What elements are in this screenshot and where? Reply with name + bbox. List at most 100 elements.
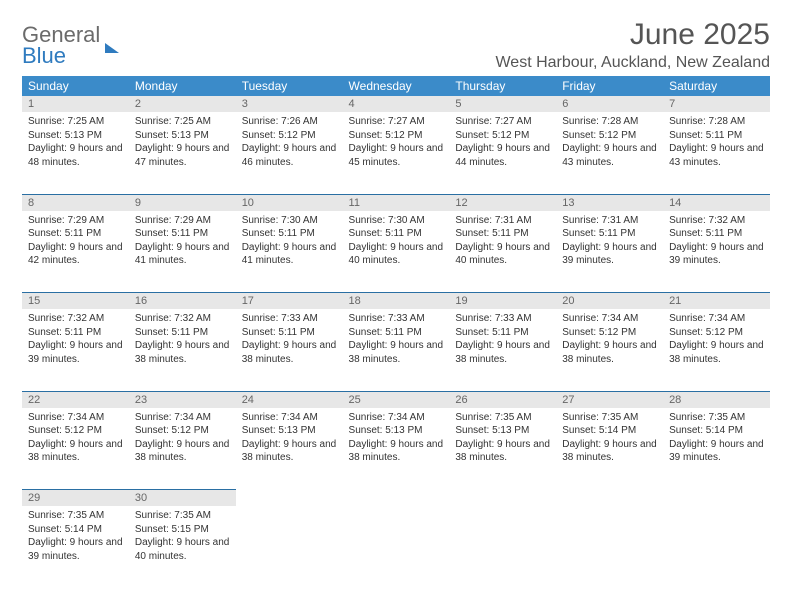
- sunrise-line: Sunrise: 7:32 AM: [669, 214, 764, 228]
- sunset-line: Sunset: 5:11 PM: [455, 326, 550, 340]
- day-header-row: Sunday Monday Tuesday Wednesday Thursday…: [22, 76, 770, 96]
- day-number-cell: 3: [236, 96, 343, 112]
- day-number-cell: 5: [449, 96, 556, 112]
- sunrise-line: Sunrise: 7:31 AM: [455, 214, 550, 228]
- day-body-cell: Sunrise: 7:33 AMSunset: 5:11 PMDaylight:…: [236, 309, 343, 391]
- sunrise-line: Sunrise: 7:31 AM: [562, 214, 657, 228]
- sunrise-line: Sunrise: 7:28 AM: [562, 115, 657, 129]
- page-header: General Blue June 2025 West Harbour, Auc…: [22, 18, 770, 72]
- day-number-row: 1234567: [22, 96, 770, 112]
- day-number-cell: 6: [556, 96, 663, 112]
- sunset-line: Sunset: 5:13 PM: [242, 424, 337, 438]
- day-number-cell: 16: [129, 293, 236, 310]
- daylight-line: Daylight: 9 hours and 41 minutes.: [242, 241, 337, 268]
- day-body-cell: Sunrise: 7:32 AMSunset: 5:11 PMDaylight:…: [663, 211, 770, 293]
- day-number-cell: 20: [556, 293, 663, 310]
- day-header: Tuesday: [236, 76, 343, 96]
- sunrise-line: Sunrise: 7:34 AM: [242, 411, 337, 425]
- daylight-line: Daylight: 9 hours and 38 minutes.: [349, 438, 444, 465]
- sunset-line: Sunset: 5:13 PM: [135, 129, 230, 143]
- brand-mark-icon: [105, 43, 119, 53]
- daylight-line: Daylight: 9 hours and 38 minutes.: [562, 339, 657, 366]
- day-body-cell: Sunrise: 7:25 AMSunset: 5:13 PMDaylight:…: [22, 112, 129, 194]
- day-body-cell: Sunrise: 7:35 AMSunset: 5:13 PMDaylight:…: [449, 408, 556, 490]
- day-body-cell: Sunrise: 7:35 AMSunset: 5:15 PMDaylight:…: [129, 506, 236, 588]
- day-body-cell: [556, 506, 663, 588]
- daylight-line: Daylight: 9 hours and 38 minutes.: [455, 438, 550, 465]
- daylight-line: Daylight: 9 hours and 38 minutes.: [455, 339, 550, 366]
- month-title: June 2025: [495, 18, 770, 52]
- day-body-cell: Sunrise: 7:25 AMSunset: 5:13 PMDaylight:…: [129, 112, 236, 194]
- sunset-line: Sunset: 5:11 PM: [242, 227, 337, 241]
- day-body-row: Sunrise: 7:35 AMSunset: 5:14 PMDaylight:…: [22, 506, 770, 588]
- sunset-line: Sunset: 5:12 PM: [242, 129, 337, 143]
- day-number-cell: 21: [663, 293, 770, 310]
- day-number-row: 891011121314: [22, 194, 770, 211]
- sunset-line: Sunset: 5:13 PM: [28, 129, 123, 143]
- day-body-cell: Sunrise: 7:31 AMSunset: 5:11 PMDaylight:…: [556, 211, 663, 293]
- sunset-line: Sunset: 5:11 PM: [669, 227, 764, 241]
- sunset-line: Sunset: 5:14 PM: [562, 424, 657, 438]
- daylight-line: Daylight: 9 hours and 47 minutes.: [135, 142, 230, 169]
- day-body-cell: Sunrise: 7:27 AMSunset: 5:12 PMDaylight:…: [343, 112, 450, 194]
- daylight-line: Daylight: 9 hours and 46 minutes.: [242, 142, 337, 169]
- daylight-line: Daylight: 9 hours and 39 minutes.: [28, 339, 123, 366]
- daylight-line: Daylight: 9 hours and 44 minutes.: [455, 142, 550, 169]
- day-number-cell: 29: [22, 490, 129, 507]
- sunset-line: Sunset: 5:11 PM: [562, 227, 657, 241]
- daylight-line: Daylight: 9 hours and 38 minutes.: [135, 438, 230, 465]
- day-body-cell: Sunrise: 7:28 AMSunset: 5:12 PMDaylight:…: [556, 112, 663, 194]
- day-body-cell: Sunrise: 7:29 AMSunset: 5:11 PMDaylight:…: [22, 211, 129, 293]
- day-header: Sunday: [22, 76, 129, 96]
- sunrise-line: Sunrise: 7:34 AM: [562, 312, 657, 326]
- sunset-line: Sunset: 5:15 PM: [135, 523, 230, 537]
- day-number-cell: 8: [22, 194, 129, 211]
- sunrise-line: Sunrise: 7:29 AM: [135, 214, 230, 228]
- day-body-cell: [663, 506, 770, 588]
- day-number-cell: 15: [22, 293, 129, 310]
- day-number-cell: 14: [663, 194, 770, 211]
- day-header: Wednesday: [343, 76, 450, 96]
- day-number-cell: 24: [236, 391, 343, 408]
- sunset-line: Sunset: 5:11 PM: [28, 227, 123, 241]
- sunrise-line: Sunrise: 7:30 AM: [242, 214, 337, 228]
- sunset-line: Sunset: 5:11 PM: [349, 326, 444, 340]
- daylight-line: Daylight: 9 hours and 38 minutes.: [135, 339, 230, 366]
- day-body-cell: Sunrise: 7:32 AMSunset: 5:11 PMDaylight:…: [129, 309, 236, 391]
- day-header: Friday: [556, 76, 663, 96]
- sunrise-line: Sunrise: 7:35 AM: [562, 411, 657, 425]
- sunrise-line: Sunrise: 7:32 AM: [28, 312, 123, 326]
- sunset-line: Sunset: 5:12 PM: [562, 129, 657, 143]
- sunset-line: Sunset: 5:12 PM: [455, 129, 550, 143]
- day-number-cell: 4: [343, 96, 450, 112]
- day-number-row: 22232425262728: [22, 391, 770, 408]
- day-number-cell: 23: [129, 391, 236, 408]
- daylight-line: Daylight: 9 hours and 43 minutes.: [562, 142, 657, 169]
- daylight-line: Daylight: 9 hours and 38 minutes.: [242, 438, 337, 465]
- day-number-cell: 9: [129, 194, 236, 211]
- sunrise-line: Sunrise: 7:27 AM: [455, 115, 550, 129]
- sunset-line: Sunset: 5:13 PM: [455, 424, 550, 438]
- day-body-cell: Sunrise: 7:34 AMSunset: 5:12 PMDaylight:…: [22, 408, 129, 490]
- sunrise-line: Sunrise: 7:29 AM: [28, 214, 123, 228]
- sunrise-line: Sunrise: 7:35 AM: [669, 411, 764, 425]
- day-body-cell: Sunrise: 7:31 AMSunset: 5:11 PMDaylight:…: [449, 211, 556, 293]
- day-number-cell: 11: [343, 194, 450, 211]
- sunrise-line: Sunrise: 7:34 AM: [349, 411, 444, 425]
- daylight-line: Daylight: 9 hours and 39 minutes.: [669, 438, 764, 465]
- day-body-cell: Sunrise: 7:29 AMSunset: 5:11 PMDaylight:…: [129, 211, 236, 293]
- daylight-line: Daylight: 9 hours and 40 minutes.: [455, 241, 550, 268]
- daylight-line: Daylight: 9 hours and 39 minutes.: [28, 536, 123, 563]
- sunrise-line: Sunrise: 7:35 AM: [28, 509, 123, 523]
- sunset-line: Sunset: 5:11 PM: [669, 129, 764, 143]
- day-number-row: 15161718192021: [22, 293, 770, 310]
- sunrise-line: Sunrise: 7:27 AM: [349, 115, 444, 129]
- day-body-row: Sunrise: 7:25 AMSunset: 5:13 PMDaylight:…: [22, 112, 770, 194]
- sunrise-line: Sunrise: 7:35 AM: [135, 509, 230, 523]
- sunrise-line: Sunrise: 7:25 AM: [135, 115, 230, 129]
- sunrise-line: Sunrise: 7:33 AM: [349, 312, 444, 326]
- location-subtitle: West Harbour, Auckland, New Zealand: [495, 54, 770, 72]
- sunrise-line: Sunrise: 7:32 AM: [135, 312, 230, 326]
- daylight-line: Daylight: 9 hours and 48 minutes.: [28, 142, 123, 169]
- day-body-cell: Sunrise: 7:27 AMSunset: 5:12 PMDaylight:…: [449, 112, 556, 194]
